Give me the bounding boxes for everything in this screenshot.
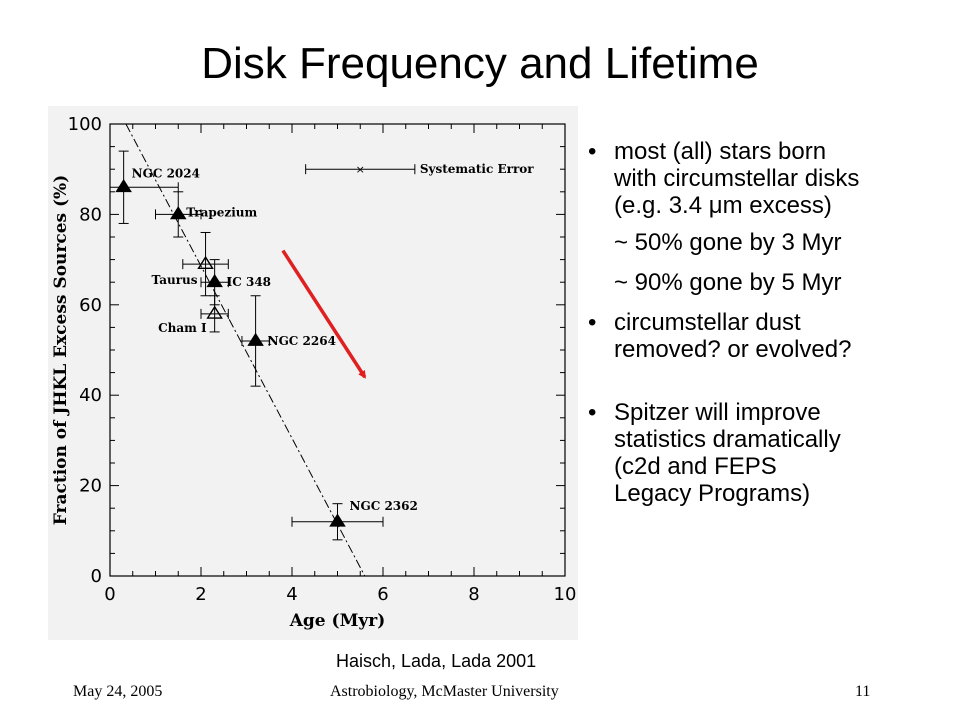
y-tick-label: 100: [68, 114, 102, 135]
open-triangle-marker: [206, 305, 223, 319]
y-tick-label: 20: [79, 476, 102, 497]
bullet-line: Spitzer will improve: [614, 399, 821, 426]
footer-date: May 24, 2005: [73, 683, 163, 700]
bullet-line: (c2d and FEPS: [614, 453, 777, 480]
data-point: [155, 191, 202, 238]
data-point: [200, 295, 229, 333]
bullet-line: most (all) stars born: [614, 138, 827, 165]
y-tick-label: 60: [79, 295, 102, 316]
y-tick-label: 40: [79, 385, 102, 406]
x-tick-label: 4: [286, 584, 297, 605]
fit-line: [125, 123, 366, 577]
point-label: NGC 2264: [268, 334, 336, 348]
bullet-marker: •: [588, 399, 597, 426]
filled-triangle-marker: [169, 206, 187, 220]
plot-panel: 0 2 4 6 8 10 0 20 40 60 80 100 Age (Myr) Fraction of …: [48, 106, 578, 672]
citation: Haisch, Lada, Lada 2001: [334, 651, 539, 672]
x-tick-label: 10: [554, 584, 577, 605]
point-label: Taurus: [151, 273, 197, 287]
point-label: Cham I: [158, 321, 207, 335]
data-layer: ×: [109, 123, 416, 577]
point-label: NGC 2362: [350, 499, 418, 513]
bullet-line: removed? or evolved?: [614, 336, 852, 363]
x-tick-label: 0: [104, 584, 115, 605]
filled-triangle-marker: [115, 178, 132, 193]
systematic-error-label: Systematic Error: [420, 162, 534, 176]
bullet-marker: •: [588, 309, 597, 336]
bullet-line: Legacy Programs): [614, 480, 811, 507]
data-point: [291, 503, 384, 541]
sub-item-50-percent: ~ 50% gone by 3 Myr: [614, 229, 842, 256]
point-label: NGC 2024: [132, 166, 200, 180]
x-tick-label: 6: [377, 584, 388, 605]
red-trend-arrow: [281, 249, 367, 379]
bullet-line: with circumstellar disks: [614, 165, 860, 192]
label-layer: NGC 2024 Trapezium Taurus IC 348 Cham I NGC 2…: [132, 162, 535, 513]
y-tick-label: 0: [91, 566, 102, 587]
bullet-spitzer: • Spitzer will improve statistics dramat…: [588, 399, 950, 507]
footer-venue: Astrobiology, McMaster University: [330, 683, 559, 700]
data-point: [241, 295, 270, 387]
bullet-list: • most (all) stars born with circumstell…: [588, 138, 950, 507]
x-tick-label: 2: [195, 584, 206, 605]
sub-item-90-percent: ~ 90% gone by 5 Myr: [614, 269, 842, 296]
data-point: [182, 231, 229, 297]
x-axis-label: Age (Myr): [289, 611, 386, 631]
bullet-line: circumstellar dust: [614, 309, 801, 336]
mu-symbol: μ: [708, 192, 723, 219]
point-label: IC 348: [227, 275, 271, 289]
data-point: [109, 150, 179, 224]
point-label: Trapezium: [186, 205, 257, 219]
bullet-disks: • most (all) stars born with circumstell…: [588, 138, 950, 219]
filled-triangle-marker: [329, 513, 346, 527]
x-tick-label: 8: [468, 584, 479, 605]
bullet-line: statistics dramatically: [614, 426, 841, 453]
footer-page-number: 11: [855, 683, 871, 700]
bullet-marker: •: [588, 138, 597, 165]
bullet-line: (e.g. 3.4 μm excess): [614, 192, 950, 219]
filled-triangle-marker: [247, 332, 264, 346]
slide-title: Disk Frequency and Lifetime: [201, 39, 759, 88]
systematic-error: ×: [305, 163, 416, 176]
systematic-error-marker: ×: [356, 163, 365, 176]
filled-triangle-marker: [206, 273, 223, 288]
y-tick-label: 80: [79, 204, 102, 225]
y-axis-label: Fraction of JHKL Excess Sources (%): [51, 175, 71, 526]
bullet-text: m excess): [722, 192, 832, 219]
bullet-dust: • circumstellar dust removed? or evolved…: [588, 309, 950, 363]
bullet-text: (e.g. 3.4: [614, 192, 709, 219]
open-triangle-marker: [197, 255, 214, 270]
